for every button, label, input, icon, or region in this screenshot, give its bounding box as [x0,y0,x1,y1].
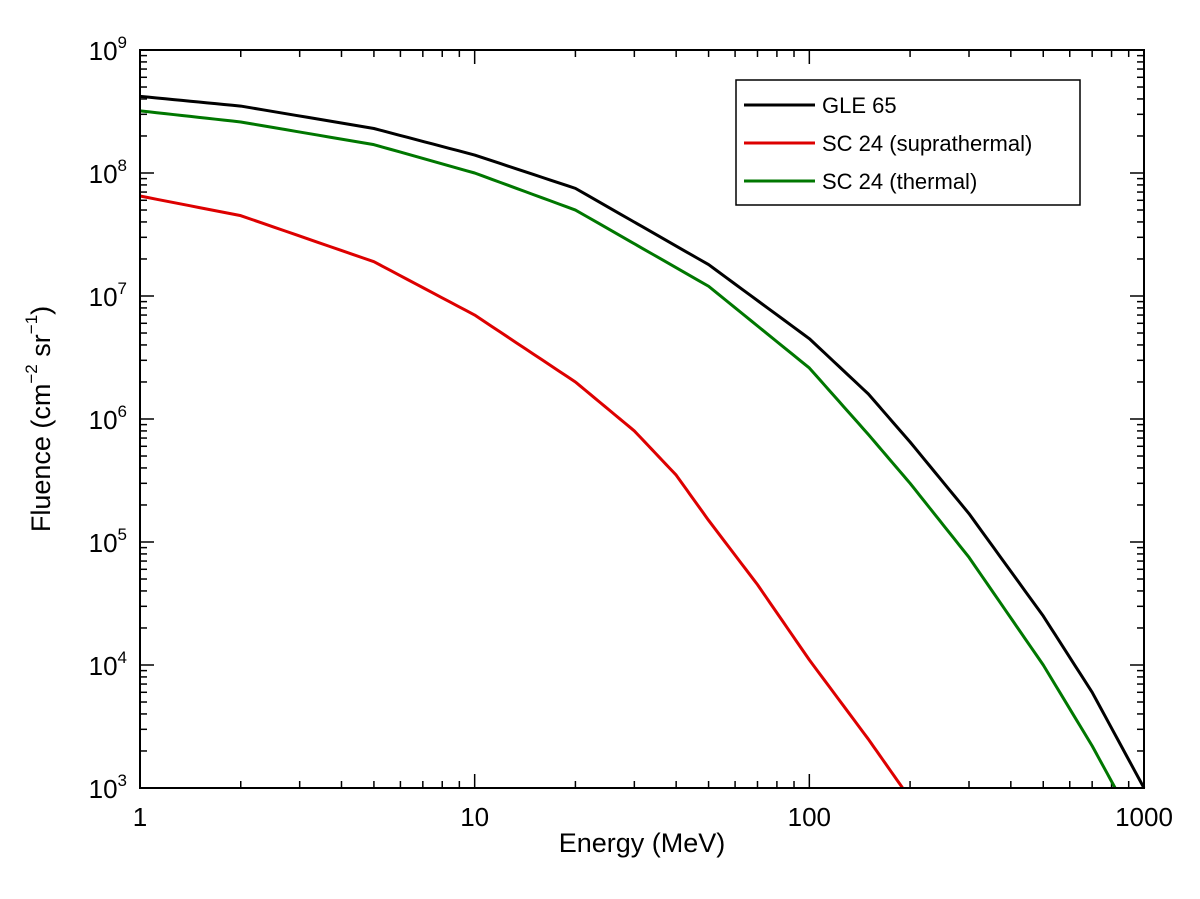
y-tick-base: 10 [89,405,118,435]
y-tick-label-1e5: 105 [89,525,127,558]
minor-ticks [140,50,1144,788]
legend-label-thermal: SC 24 (thermal) [822,169,977,194]
y-tick-exponent: 6 [118,402,127,421]
legend-label-suprathermal: SC 24 (suprathermal) [822,131,1032,156]
y-tick-label-1e3: 103 [89,771,127,804]
y-tick-exponent: 7 [118,279,127,298]
legend-label-gle65: GLE 65 [822,93,897,118]
y-axis-title-middle: sr [26,334,56,364]
y-tick-base: 10 [89,774,118,804]
series-line-gle-65 [139,94,1146,789]
y-axis-title-exp2: −1 [22,315,41,334]
y-tick-base: 10 [89,36,118,66]
x-tick-label-1: 1 [133,802,147,832]
y-tick-base: 10 [89,282,118,312]
x-tick-labels: 1 10 100 1000 [133,802,1173,832]
series-layer [139,94,1146,789]
y-axis-title: Fluence (cm−2 sr−1) [22,306,56,532]
y-axis-title-prefix: Fluence (cm [26,384,56,533]
y-tick-exponent: 5 [118,525,127,544]
series-line-sc-24-suprathermal [139,194,904,789]
y-tick-label-1e4: 104 [89,648,127,681]
y-tick-exponent: 4 [118,648,127,667]
y-tick-label-1e7: 107 [89,279,127,312]
y-tick-label-1e8: 108 [89,156,127,189]
y-tick-base: 10 [89,651,118,681]
y-axis-title-exp1: −2 [22,364,41,383]
y-axis-title-suffix: ) [26,306,56,315]
plot-frame [139,49,1145,789]
legend: GLE 65 SC 24 (suprathermal) SC 24 (therm… [735,79,1081,206]
y-tick-base: 10 [89,159,118,189]
y-tick-base: 10 [89,528,118,558]
x-tick-label-10: 10 [460,802,489,832]
y-tick-label-1e9: 109 [89,33,127,66]
x-tick-label-100: 100 [788,802,831,832]
x-tick-label-1000: 1000 [1115,802,1173,832]
x-axis-title: Energy (MeV) [559,828,726,858]
series-line-sc-24-thermal [139,109,1117,789]
y-tick-exponent: 8 [118,156,127,175]
y-tick-exponent: 3 [118,771,127,790]
y-tick-label-1e6: 106 [89,402,127,435]
y-tick-exponent: 9 [118,33,127,52]
